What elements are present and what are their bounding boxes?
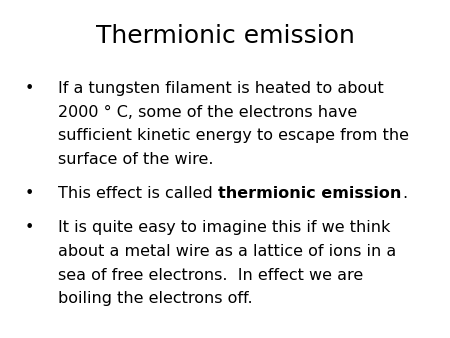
Text: boiling the electrons off.: boiling the electrons off. (58, 291, 253, 306)
Text: If a tungsten filament is heated to about: If a tungsten filament is heated to abou… (58, 81, 384, 96)
Text: •: • (25, 81, 34, 96)
Text: It is quite easy to imagine this if we think: It is quite easy to imagine this if we t… (58, 220, 391, 236)
Text: sufficient kinetic energy to escape from the: sufficient kinetic energy to escape from… (58, 128, 410, 143)
Text: This effect is called: This effect is called (58, 186, 218, 201)
Text: Thermionic emission: Thermionic emission (95, 24, 355, 48)
Text: 2000 ° C, some of the electrons have: 2000 ° C, some of the electrons have (58, 105, 358, 120)
Text: •: • (25, 186, 34, 201)
Text: •: • (25, 220, 34, 236)
Text: .: . (402, 186, 407, 201)
Text: surface of the wire.: surface of the wire. (58, 152, 214, 167)
Text: sea of free electrons.  In effect we are: sea of free electrons. In effect we are (58, 268, 364, 283)
Text: thermionic emission: thermionic emission (218, 186, 402, 201)
Text: about a metal wire as a lattice of ions in a: about a metal wire as a lattice of ions … (58, 244, 397, 259)
